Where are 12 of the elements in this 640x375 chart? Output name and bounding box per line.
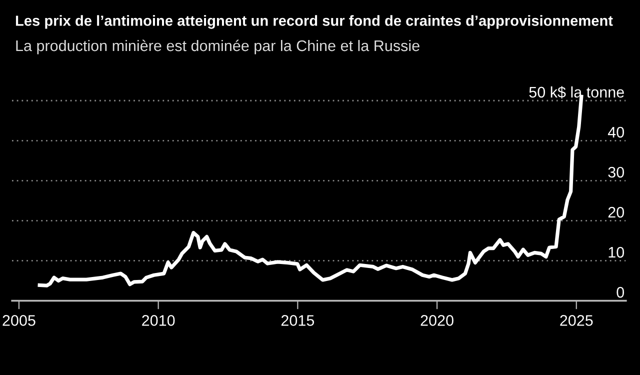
y-tick-label: 10 — [608, 246, 624, 258]
y-tick-label: 20 — [608, 206, 624, 218]
x-tick-label: 2005 — [2, 315, 36, 326]
x-tick-label: 2025 — [560, 315, 593, 326]
y-tick-label: 40 — [608, 126, 624, 138]
chart-title: Les prix de l’antimoine atteignent un record sur fond de craintes d’approvisionnement — [16, 15, 613, 29]
y-tick-label: 30 — [608, 166, 624, 178]
x-tick-label: 2015 — [281, 315, 314, 326]
chart-subtitle: La production minière est dominée par la Chine et la Russie — [16, 40, 420, 54]
x-tick-label: 2020 — [420, 315, 454, 326]
x-tick-label: 2010 — [142, 315, 175, 326]
y-tick-label: 0 — [616, 286, 624, 298]
